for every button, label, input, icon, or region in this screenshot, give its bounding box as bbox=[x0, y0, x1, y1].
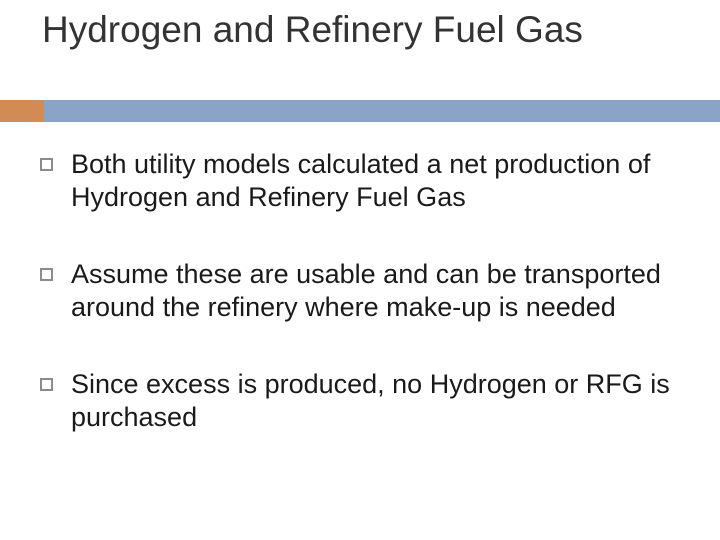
slide-body: Both utility models calculated a net pro… bbox=[40, 148, 680, 478]
bullet-text: Assume these are usable and can be trans… bbox=[71, 258, 680, 324]
slide: Hydrogen and Refinery Fuel Gas Both util… bbox=[0, 0, 720, 540]
list-item: Assume these are usable and can be trans… bbox=[40, 258, 680, 324]
accent-bar bbox=[0, 100, 720, 122]
bullet-text: Since excess is produced, no Hydrogen or… bbox=[71, 368, 680, 434]
bullet-text: Both utility models calculated a net pro… bbox=[71, 148, 680, 214]
list-item: Since excess is produced, no Hydrogen or… bbox=[40, 368, 680, 434]
bullet-square-icon bbox=[40, 158, 53, 171]
list-item: Both utility models calculated a net pro… bbox=[40, 148, 680, 214]
accent-bar-left bbox=[0, 100, 44, 122]
bullet-square-icon bbox=[40, 378, 53, 391]
slide-title: Hydrogen and Refinery Fuel Gas bbox=[42, 8, 682, 52]
bullet-square-icon bbox=[40, 268, 53, 281]
accent-bar-right bbox=[44, 100, 720, 122]
